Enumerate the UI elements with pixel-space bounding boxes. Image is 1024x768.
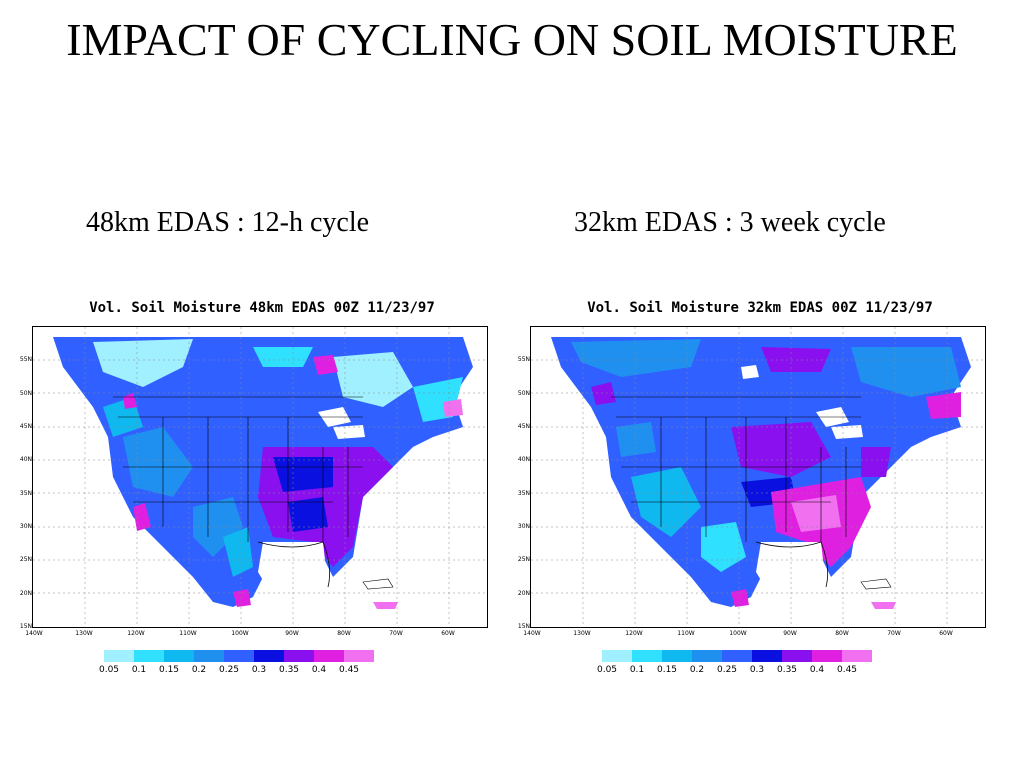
lon-label: 90W: [783, 630, 797, 637]
legend-label: 0.2: [689, 665, 705, 675]
lon-label: 70W: [389, 630, 403, 637]
lat-label: 25N: [19, 556, 32, 563]
lat-label: 25N: [517, 556, 530, 563]
legend-swatch: [602, 650, 632, 662]
legend-swatch: [224, 650, 254, 662]
legend-label: 0.05: [98, 665, 120, 675]
legend-swatch: [194, 650, 224, 662]
lon-label: 100W: [729, 630, 747, 637]
legend-swatch: [254, 650, 284, 662]
map-graphic: [33, 327, 487, 627]
legend-label: 0.15: [656, 665, 678, 675]
lon-label: 120W: [127, 630, 145, 637]
lon-label: 130W: [75, 630, 93, 637]
legend-label: 0.45: [836, 665, 858, 675]
legend-label: 0.1: [131, 665, 147, 675]
lon-label: 90W: [285, 630, 299, 637]
legend-label: 0.35: [776, 665, 798, 675]
legend-swatch: [134, 650, 164, 662]
lat-label: 40N: [19, 456, 32, 463]
lat-label: 15N: [19, 623, 32, 630]
lat-label: 45N: [19, 423, 32, 430]
map-panel-48km: Vol. Soil Moisture 48km EDAS 00Z 11/23/9…: [20, 296, 502, 680]
legend-swatch: [842, 650, 872, 662]
lon-label: 140W: [523, 630, 541, 637]
lon-label: 70W: [887, 630, 901, 637]
lon-label: 100W: [231, 630, 249, 637]
legend-swatch: [632, 650, 662, 662]
legend-swatch: [104, 650, 134, 662]
legend-label: 0.2: [191, 665, 207, 675]
legend-label: 0.3: [749, 665, 765, 675]
legend-swatch: [284, 650, 314, 662]
map-graphic: [531, 327, 985, 627]
lat-label: 20N: [517, 590, 530, 597]
lat-label: 30N: [19, 523, 32, 530]
map-title: Vol. Soil Moisture 32km EDAS 00Z 11/23/9…: [587, 300, 933, 316]
lat-label: 35N: [19, 490, 32, 497]
legend-label: 0.3: [251, 665, 267, 675]
legend-label: 0.1: [629, 665, 645, 675]
lat-label: 30N: [517, 523, 530, 530]
lon-label: 110W: [677, 630, 695, 637]
legend-label: 0.45: [338, 665, 360, 675]
lat-label: 45N: [517, 423, 530, 430]
lon-label: 80W: [835, 630, 849, 637]
legend-label: 0.35: [278, 665, 300, 675]
lon-label: 110W: [179, 630, 197, 637]
legend-swatch: [812, 650, 842, 662]
map-title: Vol. Soil Moisture 48km EDAS 00Z 11/23/9…: [89, 300, 435, 316]
lon-label: 130W: [573, 630, 591, 637]
lon-label: 80W: [337, 630, 351, 637]
legend-label: 0.25: [218, 665, 240, 675]
legend-swatch: [164, 650, 194, 662]
legend-swatch: [662, 650, 692, 662]
legend-label: 0.4: [311, 665, 327, 675]
subtitle-left: 48km EDAS : 12-h cycle: [86, 207, 370, 238]
legend-label: 0.05: [596, 665, 618, 675]
legend-label: 0.4: [809, 665, 825, 675]
legend-label: 0.15: [158, 665, 180, 675]
color-legend: [104, 650, 374, 662]
legend-swatch: [692, 650, 722, 662]
lon-label: 60W: [441, 630, 455, 637]
lon-label: 120W: [625, 630, 643, 637]
legend-swatch: [782, 650, 812, 662]
lat-label: 55N: [19, 356, 32, 363]
lat-label: 55N: [517, 356, 530, 363]
lon-label: 60W: [939, 630, 953, 637]
lat-label: 15N: [517, 623, 530, 630]
lat-label: 20N: [19, 590, 32, 597]
legend-swatch: [344, 650, 374, 662]
legend-swatch: [314, 650, 344, 662]
page-title: IMPACT OF CYCLING ON SOIL MOISTURE: [66, 14, 958, 65]
subtitle-right: 32km EDAS : 3 week cycle: [574, 207, 886, 238]
legend-swatch: [722, 650, 752, 662]
color-legend: [602, 650, 872, 662]
map-panel-32km: Vol. Soil Moisture 32km EDAS 00Z 11/23/9…: [518, 296, 1000, 680]
lat-label: 50N: [19, 390, 32, 397]
soil-moisture-map: [32, 326, 488, 628]
lat-label: 35N: [517, 490, 530, 497]
lat-label: 40N: [517, 456, 530, 463]
soil-moisture-map: [530, 326, 986, 628]
lon-label: 140W: [25, 630, 43, 637]
lat-label: 50N: [517, 390, 530, 397]
legend-swatch: [752, 650, 782, 662]
legend-label: 0.25: [716, 665, 738, 675]
